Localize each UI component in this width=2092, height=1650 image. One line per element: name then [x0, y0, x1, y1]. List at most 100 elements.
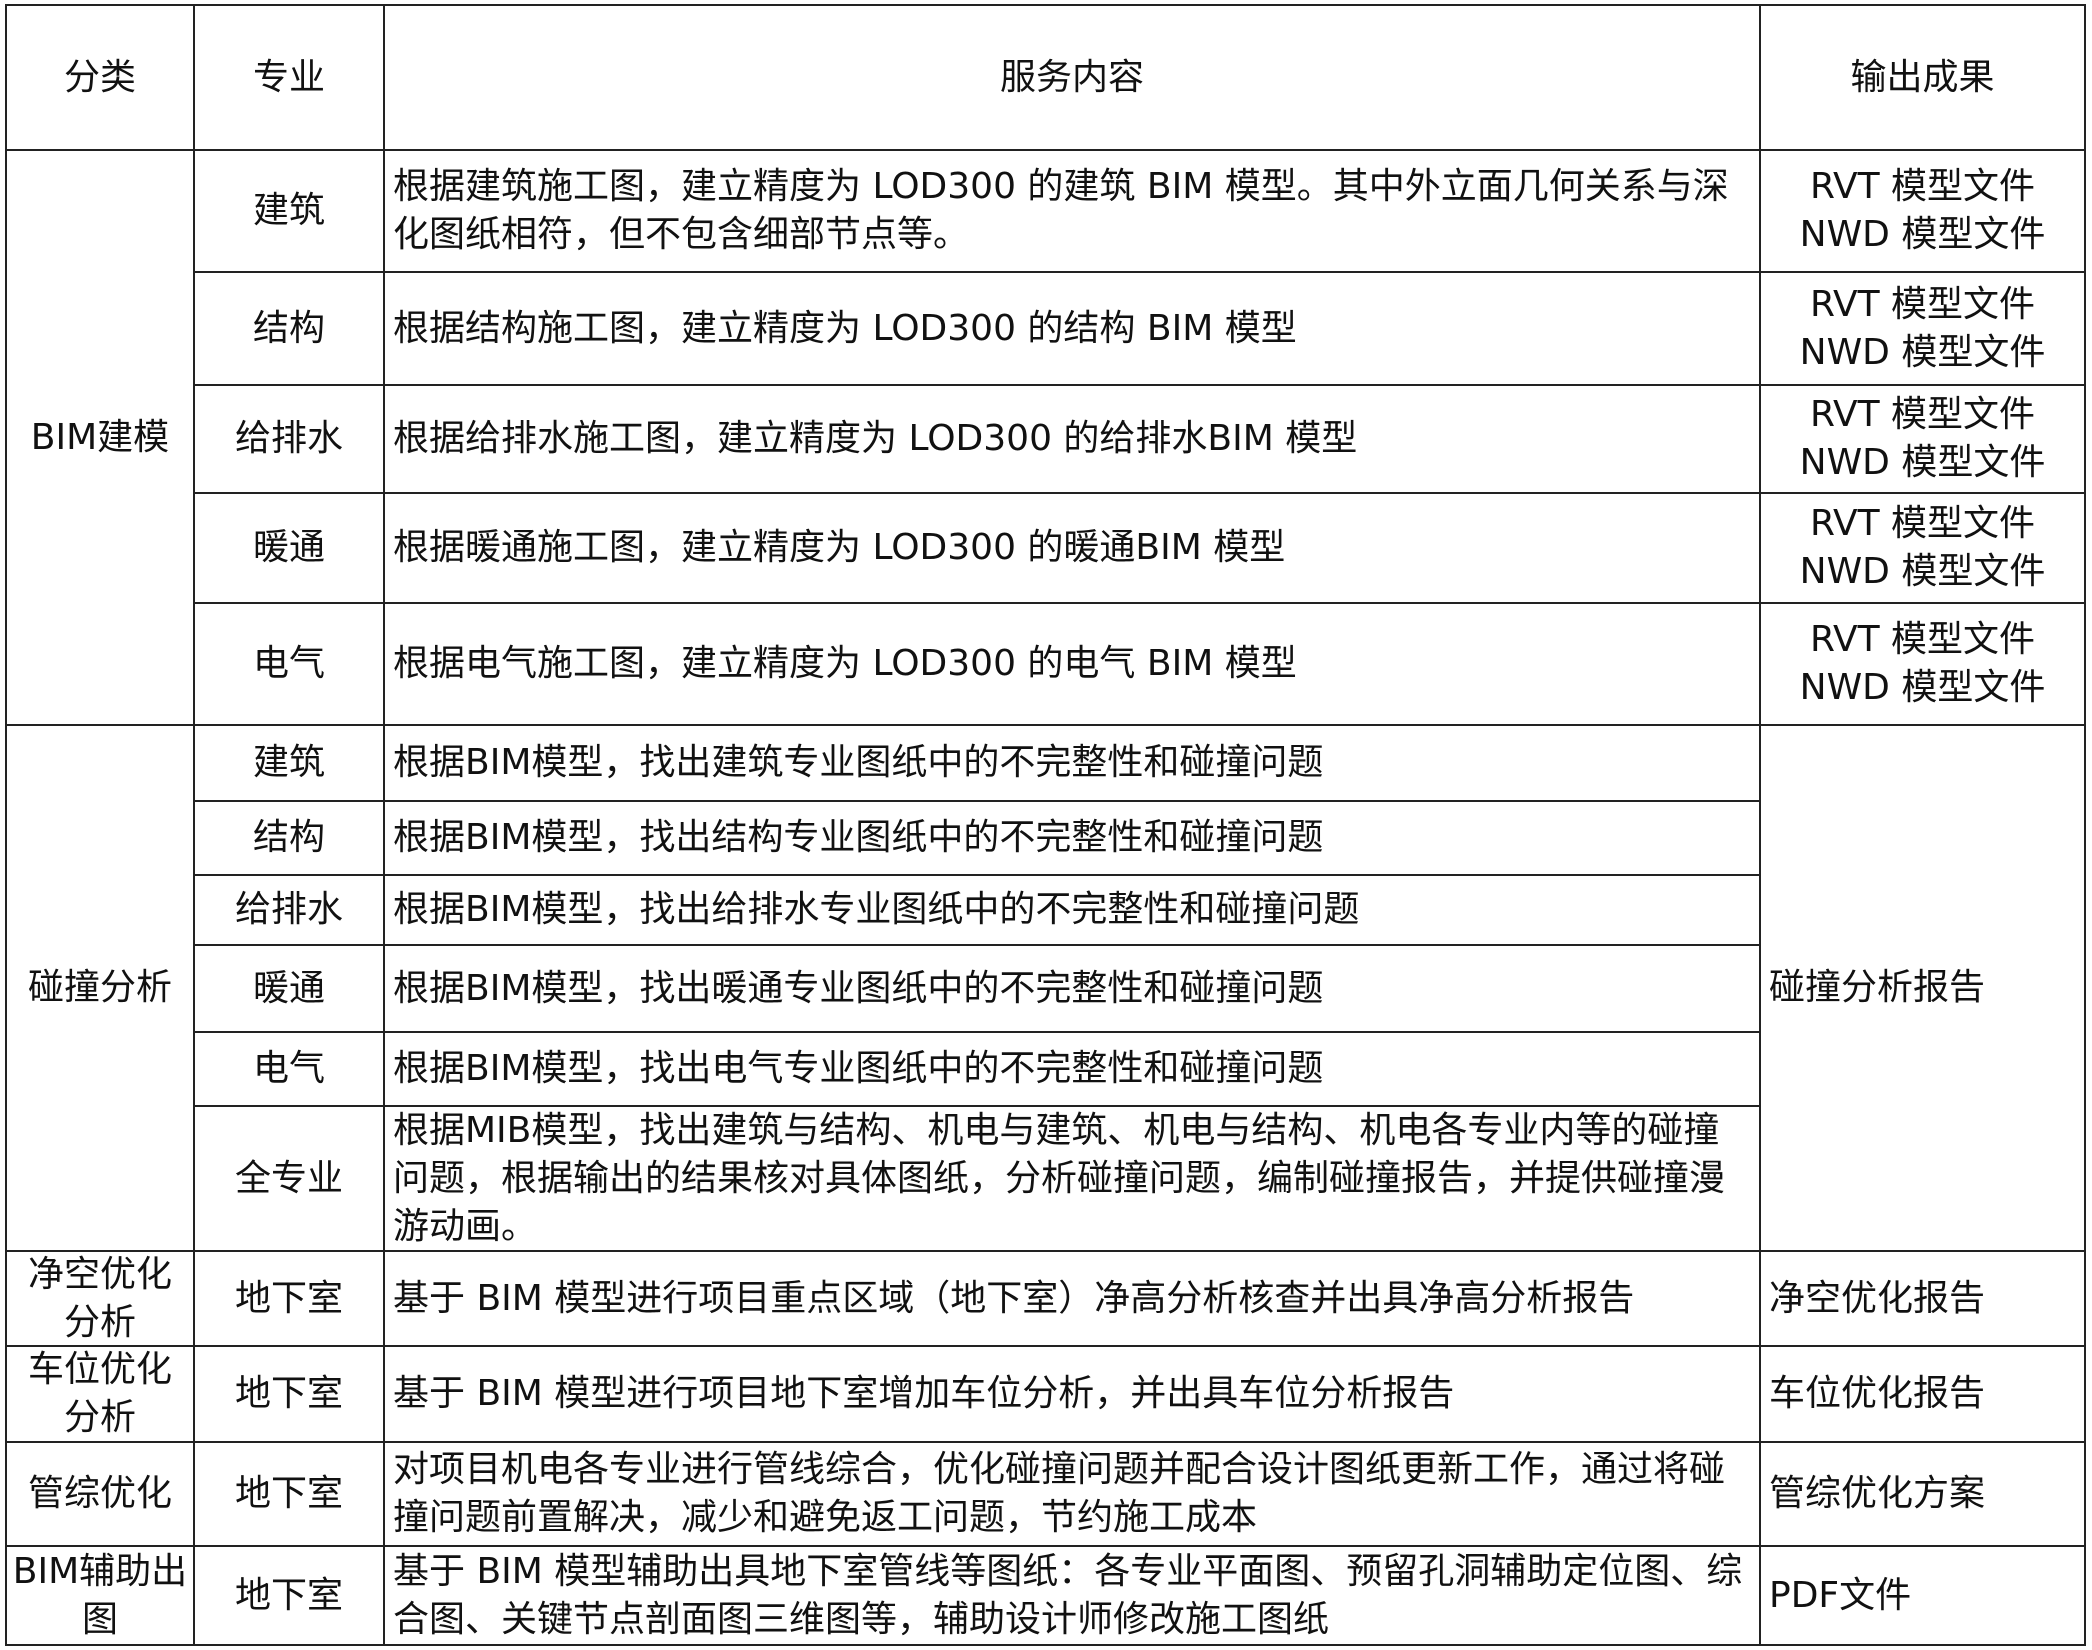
discipline-cell-text: 给排水 — [234, 889, 343, 930]
discipline-cell-text: 建筑 — [252, 190, 325, 231]
content-cell[interactable]: 根据BIM模型，找出暖通专业图纸中的不完整性和碰撞问题 — [383, 944, 1761, 1033]
content-cell[interactable]: 根据MIB模型，找出建筑与结构、机电与建筑、机电与结构、机电各专业内等的碰撞问题… — [383, 1105, 1761, 1252]
output-cell-text: PDF文件 — [1769, 1574, 1912, 1616]
discipline-cell[interactable]: 电气 — [193, 1031, 385, 1107]
content-cell-text: 对项目机电各专业进行管线综合，优化碰撞问题并配合设计图纸更新工作，通过将碰撞问题… — [393, 1449, 1726, 1538]
category-cell-text: BIM辅助出图 — [12, 1550, 188, 1640]
discipline-cell[interactable]: 给排水 — [193, 384, 385, 494]
content-cell[interactable]: 根据暖通施工图，建立精度为 LOD300 的暖通BIM 模型 — [383, 492, 1761, 604]
discipline-cell[interactable]: 建筑 — [193, 724, 385, 802]
content-cell-text: 根据结构施工图，建立精度为 LOD300 的结构 BIM 模型 — [393, 307, 1297, 349]
content-cell[interactable]: 基于 BIM 模型辅助出具地下室管线等图纸：各专业平面图、预留孔洞辅助定位图、综… — [383, 1545, 1761, 1646]
category-cell-text: 碰撞分析 — [27, 967, 172, 1008]
content-cell[interactable]: 对项目机电各专业进行管线综合，优化碰撞问题并配合设计图纸更新工作，通过将碰撞问题… — [383, 1441, 1761, 1547]
output-cell[interactable]: 碰撞分析报告 — [1759, 724, 2086, 1252]
content-cell[interactable]: 根据给排水施工图，建立精度为 LOD300 的给排水BIM 模型 — [383, 384, 1761, 494]
category-cell-text: 管综优化 — [27, 1473, 172, 1514]
output-cell[interactable]: RVT 模型文件 NWD 模型文件 — [1759, 602, 2086, 726]
category-cell[interactable]: 净空优化分析 — [5, 1250, 195, 1347]
discipline-cell-text: 电气 — [252, 643, 325, 684]
output-item: NWD 模型文件 — [1799, 442, 2046, 483]
output-cell-text: 净空优化报告 — [1769, 1277, 1986, 1319]
content-cell[interactable]: 根据结构施工图，建立精度为 LOD300 的结构 BIM 模型 — [383, 271, 1761, 386]
discipline-cell[interactable]: 全专业 — [193, 1105, 385, 1252]
output-list: RVT 模型文件 NWD 模型文件 — [1800, 391, 2046, 487]
discipline-cell-text: 地下室 — [234, 1574, 343, 1616]
output-cell[interactable]: 管综优化方案 — [1759, 1441, 2086, 1547]
content-cell-text: 基于 BIM 模型进行项目重点区域（地下室）净高分析核查并出具净高分析报告 — [393, 1277, 1635, 1319]
discipline-cell[interactable]: 地下室 — [193, 1545, 385, 1646]
content-cell[interactable]: 根据BIM模型，找出结构专业图纸中的不完整性和碰撞问题 — [383, 800, 1761, 876]
content-cell-text: 根据BIM模型，找出给排水专业图纸中的不完整性和碰撞问题 — [393, 889, 1360, 930]
category-cell[interactable]: 车位优化分析 — [5, 1345, 195, 1443]
discipline-cell[interactable]: 地下室 — [193, 1441, 385, 1547]
output-item: NWD 模型文件 — [1799, 551, 2046, 592]
content-cell-text: 根据BIM模型，找出暖通专业图纸中的不完整性和碰撞问题 — [393, 967, 1324, 1009]
content-cell[interactable]: 根据电气施工图，建立精度为 LOD300 的电气 BIM 模型 — [383, 602, 1761, 726]
content-cell[interactable]: 根据BIM模型，找出建筑专业图纸中的不完整性和碰撞问题 — [383, 724, 1761, 802]
discipline-cell[interactable]: 暖通 — [193, 944, 385, 1033]
header-output[interactable]: 输出成果 — [1759, 4, 2086, 151]
output-cell[interactable]: PDF文件 — [1759, 1545, 2086, 1646]
discipline-cell-text: 电气 — [252, 1048, 325, 1089]
category-cell-text: 净空优化分析 — [27, 1253, 172, 1343]
discipline-cell[interactable]: 结构 — [193, 271, 385, 386]
content-cell-text: 基于 BIM 模型进行项目地下室增加车位分析，并出具车位分析报告 — [393, 1373, 1455, 1414]
discipline-cell[interactable]: 暖通 — [193, 492, 385, 604]
content-cell-text: 根据MIB模型，找出建筑与结构、机电与建筑、机电与结构、机电各专业内等的碰撞问题… — [393, 1109, 1726, 1247]
output-cell[interactable]: RVT 模型文件 NWD 模型文件 — [1759, 384, 2086, 494]
header-content-text: 服务内容 — [999, 56, 1144, 98]
content-cell[interactable]: 根据BIM模型，找出给排水专业图纸中的不完整性和碰撞问题 — [383, 874, 1761, 946]
content-cell-text: 基于 BIM 模型辅助出具地下室管线等图纸：各专业平面图、预留孔洞辅助定位图、综… — [393, 1550, 1743, 1640]
category-cell-text: BIM建模 — [30, 416, 170, 458]
output-item: RVT 模型文件 — [1809, 394, 2036, 435]
header-category[interactable]: 分类 — [5, 4, 195, 151]
discipline-cell-text: 地下室 — [234, 1373, 343, 1414]
output-cell[interactable]: 净空优化报告 — [1759, 1250, 2086, 1347]
discipline-cell-text: 建筑 — [252, 742, 325, 783]
discipline-cell-text: 给排水 — [234, 418, 343, 459]
output-list: RVT 模型文件 NWD 模型文件 — [1800, 163, 2046, 259]
output-item: RVT 模型文件 — [1809, 166, 2036, 207]
category-cell[interactable]: BIM建模 — [5, 149, 195, 726]
discipline-cell[interactable]: 给排水 — [193, 874, 385, 946]
header-content[interactable]: 服务内容 — [383, 4, 1761, 151]
output-cell[interactable]: RVT 模型文件 NWD 模型文件 — [1759, 271, 2086, 386]
discipline-cell-text: 地下室 — [234, 1277, 343, 1319]
header-discipline[interactable]: 专业 — [193, 4, 385, 151]
discipline-cell[interactable]: 地下室 — [193, 1345, 385, 1443]
output-cell[interactable]: RVT 模型文件 NWD 模型文件 — [1759, 149, 2086, 273]
category-cell[interactable]: 碰撞分析 — [5, 724, 195, 1252]
discipline-cell[interactable]: 地下室 — [193, 1250, 385, 1347]
discipline-cell[interactable]: 电气 — [193, 602, 385, 726]
category-cell[interactable]: BIM辅助出图 — [5, 1545, 195, 1646]
discipline-cell-text: 暖通 — [252, 967, 325, 1009]
content-cell[interactable]: 根据建筑施工图，建立精度为 LOD300 的建筑 BIM 模型。其中外立面几何关… — [383, 149, 1761, 273]
output-cell-text: 碰撞分析报告 — [1769, 967, 1986, 1008]
discipline-cell[interactable]: 结构 — [193, 800, 385, 876]
output-cell-text: 车位优化报告 — [1769, 1373, 1986, 1414]
discipline-cell-text: 结构 — [252, 307, 325, 349]
header-discipline-text: 专业 — [252, 56, 325, 98]
output-item: RVT 模型文件 — [1809, 283, 2036, 325]
content-cell-text: 根据给排水施工图，建立精度为 LOD300 的给排水BIM 模型 — [393, 418, 1358, 459]
header-output-text: 输出成果 — [1850, 56, 1995, 98]
content-cell[interactable]: 基于 BIM 模型进行项目地下室增加车位分析，并出具车位分析报告 — [383, 1345, 1761, 1443]
content-cell[interactable]: 基于 BIM 模型进行项目重点区域（地下室）净高分析核查并出具净高分析报告 — [383, 1250, 1761, 1347]
output-item: RVT 模型文件 — [1809, 619, 2036, 660]
discipline-cell[interactable]: 建筑 — [193, 149, 385, 273]
output-item: NWD 模型文件 — [1799, 214, 2046, 255]
content-cell[interactable]: 根据BIM模型，找出电气专业图纸中的不完整性和碰撞问题 — [383, 1031, 1761, 1107]
output-list: RVT 模型文件 NWD 模型文件 — [1800, 500, 2046, 596]
content-cell-text: 根据BIM模型，找出结构专业图纸中的不完整性和碰撞问题 — [393, 817, 1324, 858]
content-cell-text: 根据BIM模型，找出电气专业图纸中的不完整性和碰撞问题 — [393, 1048, 1324, 1089]
discipline-cell-text: 全专业 — [234, 1157, 343, 1199]
output-list: RVT 模型文件 NWD 模型文件 — [1800, 616, 2046, 712]
content-cell-text: 根据建筑施工图，建立精度为 LOD300 的建筑 BIM 模型。其中外立面几何关… — [393, 166, 1729, 255]
content-cell-text: 根据BIM模型，找出建筑专业图纸中的不完整性和碰撞问题 — [393, 742, 1324, 783]
output-list: RVT 模型文件 NWD 模型文件 — [1800, 281, 2046, 377]
output-cell[interactable]: RVT 模型文件 NWD 模型文件 — [1759, 492, 2086, 604]
output-cell[interactable]: 车位优化报告 — [1759, 1345, 2086, 1443]
category-cell[interactable]: 管综优化 — [5, 1441, 195, 1547]
content-cell-text: 根据暖通施工图，建立精度为 LOD300 的暖通BIM 模型 — [393, 527, 1286, 568]
